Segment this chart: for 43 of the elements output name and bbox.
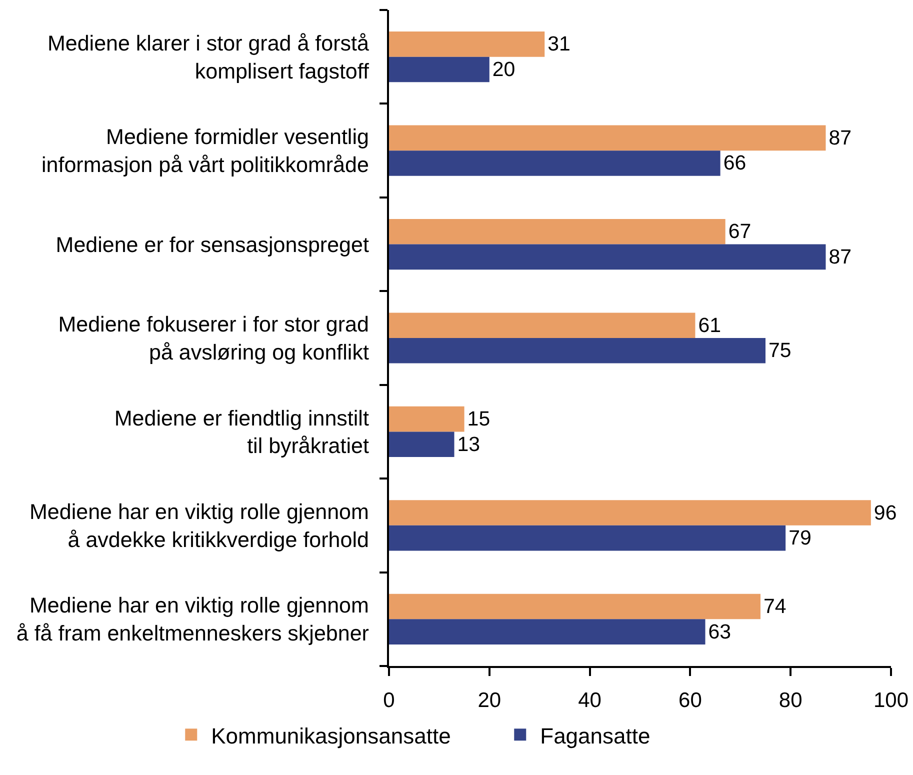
- data-label: 67: [728, 220, 752, 244]
- data-label: 31: [548, 32, 570, 56]
- bar: [389, 406, 464, 432]
- data-label: 87: [828, 245, 852, 268]
- data-label: 15: [467, 408, 490, 431]
- y-tick-label: Mediene formidler vesentlig informasjon på vårt politikkområde: [42, 125, 369, 178]
- data-label: 20: [492, 58, 516, 82]
- legend-label: Fagansatte: [540, 723, 650, 748]
- x-tick-label: 100: [873, 688, 909, 712]
- bar: [389, 500, 871, 526]
- data-label: 63: [708, 620, 732, 644]
- data-label: 87: [828, 126, 852, 150]
- bar: [389, 150, 720, 176]
- bar: [389, 432, 454, 458]
- x-tick-label: 20: [478, 688, 502, 712]
- y-tick-label: Mediene klarer i stor grad å forstå komplisert fagstoff: [47, 31, 369, 84]
- data-label: 74: [763, 594, 786, 618]
- data-label: 66: [723, 152, 746, 175]
- x-tick-label: 0: [383, 688, 395, 712]
- bar: [389, 218, 726, 244]
- bar: [389, 244, 826, 270]
- y-tick-label: Mediene fokuserer i for stor grad på avsløring og konflikt: [58, 312, 369, 364]
- bar: [389, 56, 490, 82]
- y-tick-label: Mediene er fiendtlig innstilt til byråkratiet: [114, 406, 369, 458]
- legend-label: Kommunikasjonsansatte: [211, 723, 451, 748]
- y-tick-label: Mediene har en viktig rolle gjennom å avdekke kritikkverdige forhold: [30, 500, 369, 552]
- data-label: 96: [874, 501, 897, 524]
- x-tick-label: 40: [578, 688, 602, 712]
- bar: [389, 32, 545, 57]
- data-label: 13: [457, 432, 480, 456]
- bar: [389, 525, 786, 551]
- bar: [389, 594, 760, 620]
- bar: [389, 312, 696, 338]
- data-label: 79: [788, 526, 812, 550]
- bar: [389, 338, 766, 364]
- bar: [389, 125, 826, 151]
- data-label: 61: [698, 314, 722, 337]
- x-tick-label: 60: [678, 688, 702, 712]
- y-tick-label: Mediene er for sensasjonspreget: [56, 232, 369, 257]
- data-label: 75: [768, 339, 792, 362]
- bar: [389, 619, 706, 644]
- y-tick-label: Mediene har en viktig rolle gjennom å få fram enkeltmenneskers skjebner: [16, 594, 369, 646]
- x-tick-label: 80: [778, 688, 802, 712]
